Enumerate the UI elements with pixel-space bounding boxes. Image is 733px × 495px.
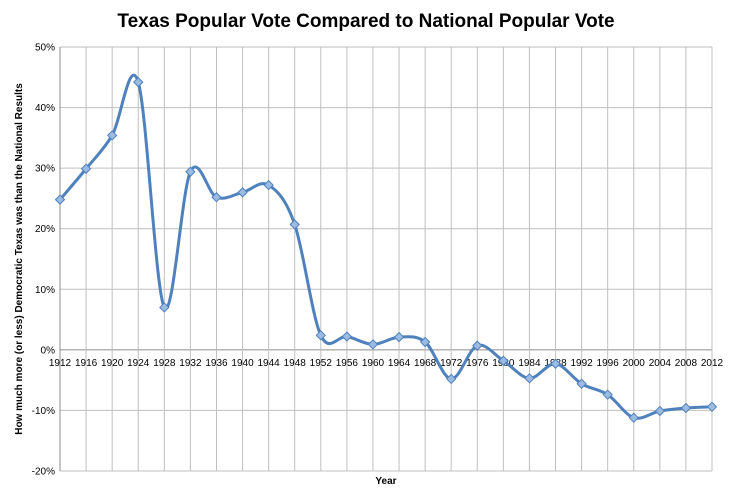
x-tick-label: 1928 [153,358,176,369]
x-tick-label: 1964 [388,358,411,369]
x-tick-label: 2012 [701,358,724,369]
x-tick-label: 1948 [284,358,307,369]
y-tick-label: -10% [32,406,55,417]
data-point [80,163,92,174]
y-axis-label: How much more (or less) Democratic Texas… [14,83,25,435]
chart-title: Texas Popular Vote Compared to National … [117,11,614,32]
x-tick-label: 1932 [179,358,202,369]
data-point [602,389,613,400]
data-point [680,402,692,414]
x-tick-label: 1976 [466,358,489,369]
x-tick-label: 1920 [101,358,124,369]
data-point [419,336,431,348]
x-tick-label: 1936 [205,358,228,369]
data-point [524,373,535,384]
data-point [289,219,300,230]
x-tick-label: 1968 [414,358,437,369]
data-point [576,378,587,389]
x-tick-label: 1912 [49,358,72,369]
x-tick-label: 1916 [75,358,98,369]
data-markers [54,76,718,423]
x-tick-label: 1960 [362,358,385,369]
data-point [628,412,639,423]
gridlines [59,46,713,472]
data-point [133,76,144,88]
x-tick-label: 2000 [623,358,646,369]
x-tick-label: 1940 [231,358,254,369]
data-point [706,401,718,413]
data-point [315,330,327,341]
y-tick-label: 10% [35,285,55,296]
data-point [341,331,353,342]
data-point [185,166,196,177]
y-tick-label: -20% [32,467,55,478]
data-point [159,302,170,313]
y-tick-label: 20% [35,224,55,235]
data-point [237,187,248,198]
x-tick-label: 1952 [310,358,333,369]
x-tick-label: 1944 [258,358,281,369]
data-point [654,405,666,417]
data-point [472,340,483,351]
x-tick-label: 1956 [336,358,359,369]
x-axis-ticks: 1912 1916 1920 1924 1928 1932 1936 1940 1944 1948… [49,358,724,369]
y-tick-label: 30% [35,164,55,175]
x-tick-label: 1924 [127,358,150,369]
data-point [263,179,274,191]
x-tick-label: 1996 [597,358,620,369]
y-axis-ticks: 50% 40% 30% 20% 10% 0% -10% -20% [32,43,55,478]
x-tick-label: 1972 [440,358,463,369]
data-point [393,331,405,343]
data-point [498,355,509,366]
x-tick-label: 2004 [649,358,672,369]
y-tick-label: 0% [41,345,56,356]
data-point [54,194,66,205]
data-point [106,130,118,141]
y-tick-label: 50% [35,43,55,54]
data-point [550,358,561,369]
x-tick-label: 2008 [675,358,698,369]
series-line [58,73,714,420]
x-axis-label: Year [375,476,396,487]
x-tick-label: 1984 [518,358,541,369]
x-tick-label: 1992 [570,358,593,369]
data-point [445,373,457,385]
data-point [211,192,222,203]
y-tick-label: 40% [35,103,55,114]
data-point [367,339,379,350]
